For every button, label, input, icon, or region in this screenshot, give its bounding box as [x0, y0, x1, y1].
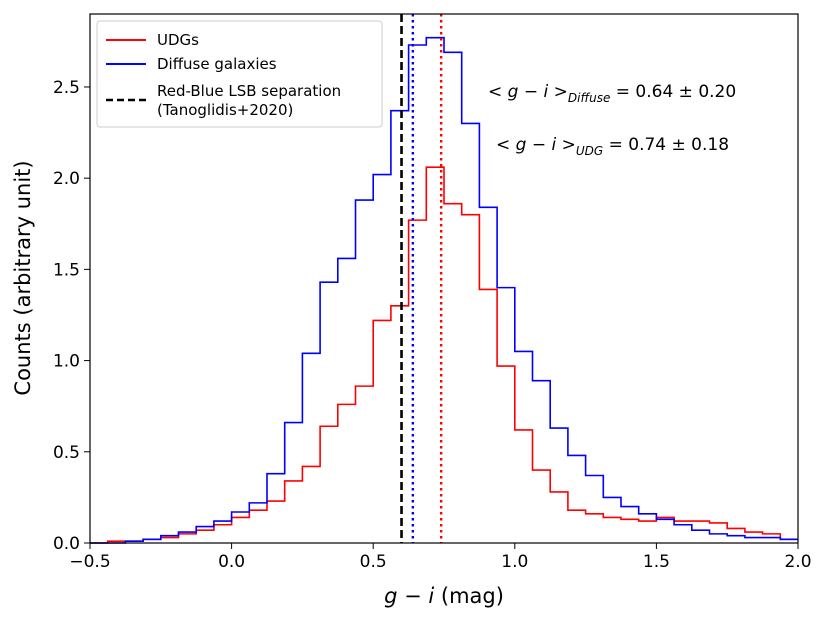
y-tick-label: 0.5: [53, 443, 80, 463]
vline-layer: [400, 14, 443, 543]
y-axis-title: Counts (arbitrary unit): [11, 160, 35, 395]
series-line-diffuse: [90, 36, 798, 544]
annotation-diffuse-rhs: = 0.64 ± 0.20: [610, 82, 736, 102]
x-axis-title: g − i (mag): [384, 584, 504, 608]
x-tick-label: 0.0: [218, 552, 245, 572]
legend-label-separation-ref: (Tanoglidis+2020): [157, 101, 293, 119]
annotation-udg-lhs: < g − i >: [496, 135, 576, 155]
y-axis-ticks: 0.0 0.5 1.0 1.5 2.0 2.5: [53, 78, 90, 554]
y-tick-label: 1.5: [53, 260, 80, 280]
x-tick-label: 1.0: [501, 552, 528, 572]
plot-area: [90, 14, 798, 544]
legend-box: [96, 20, 383, 128]
annotation-diffuse-lhs: < g − i >: [488, 82, 568, 102]
x-tick-label: 0.5: [360, 552, 387, 572]
y-tick-label: 2.5: [53, 78, 80, 98]
legend-label-separation: Red-Blue LSB separation: [157, 82, 341, 100]
x-axis-ticks: −0.5 0.0 0.5 1.0 1.5 2.0: [69, 543, 812, 572]
series-layer: [90, 36, 798, 544]
legend: UDGs Diffuse galaxies Red-Blue LSB separ…: [96, 20, 383, 128]
annotation-udg-mean: < g − i >UDG = 0.74 ± 0.18: [496, 135, 729, 158]
annotation-diffuse-mean: < g − i >Diffuse = 0.64 ± 0.20: [488, 82, 736, 105]
plot-frame: [89, 13, 799, 544]
annotation-udg-rhs: = 0.74 ± 0.18: [603, 135, 729, 155]
y-tick-label: 2.0: [53, 169, 80, 189]
annotation-udg-sub: UDG: [576, 144, 603, 158]
legend-label-diffuse: Diffuse galaxies: [157, 55, 277, 73]
x-tick-label: −0.5: [69, 552, 110, 572]
legend-label-udgs: UDGs: [157, 31, 199, 49]
x-tick-label: 2.0: [784, 552, 811, 572]
x-axis-title-unit: (mag): [434, 584, 504, 608]
y-tick-label: 1.0: [53, 352, 80, 372]
y-tick-label: 0.0: [53, 534, 80, 554]
annotation-diffuse-sub: Diffuse: [568, 91, 610, 105]
x-axis-title-var: g − i: [384, 584, 434, 608]
x-tick-label: 1.5: [643, 552, 670, 572]
